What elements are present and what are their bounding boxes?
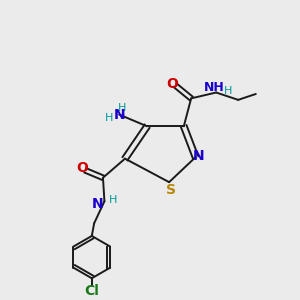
Text: O: O <box>76 161 88 175</box>
Text: NH: NH <box>204 81 225 94</box>
Text: H: H <box>224 86 233 96</box>
Text: N: N <box>193 149 204 163</box>
Text: N: N <box>113 107 125 122</box>
Text: H: H <box>109 195 117 205</box>
Text: O: O <box>167 77 178 91</box>
Text: H: H <box>118 103 126 113</box>
Text: N: N <box>92 196 104 211</box>
Text: H: H <box>105 113 114 123</box>
Text: S: S <box>166 183 176 197</box>
Text: Cl: Cl <box>84 284 99 298</box>
